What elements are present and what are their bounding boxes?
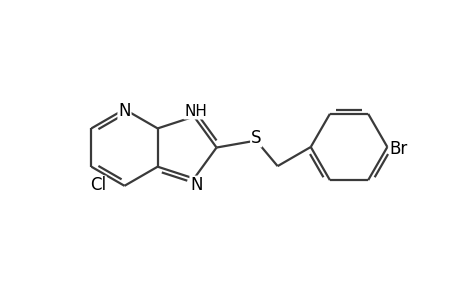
- Text: Cl: Cl: [90, 176, 106, 194]
- Text: N: N: [190, 176, 202, 194]
- Text: N: N: [118, 102, 130, 120]
- Text: S: S: [250, 129, 261, 147]
- Text: Br: Br: [389, 140, 407, 158]
- Text: NH: NH: [184, 104, 207, 119]
